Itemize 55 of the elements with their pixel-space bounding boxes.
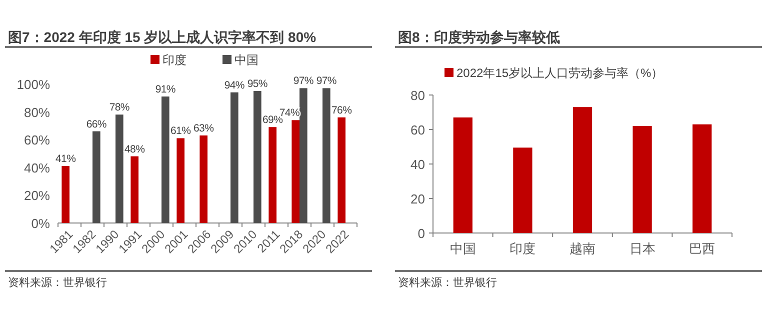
data-label: 78% [109, 102, 130, 114]
data-label: 48% [124, 143, 145, 156]
y-tick-label: 40 [410, 157, 425, 172]
y-tick-label: 20 [410, 192, 425, 206]
data-label: 91% [155, 84, 176, 96]
bar [162, 96, 170, 223]
data-label: 61% [170, 125, 191, 138]
data-label: 41% [56, 153, 76, 166]
text: 资料来源：世界银行 [8, 276, 107, 289]
bar [453, 117, 472, 233]
bar [92, 131, 100, 223]
data-label: 66% [86, 118, 106, 130]
x-tick-label: 日本 [629, 241, 656, 256]
x-tick-label: 印度 [510, 241, 536, 256]
y-tick-label: 100% [16, 77, 50, 92]
bar [268, 127, 276, 223]
bar [513, 148, 532, 233]
legend-label: 中国 [234, 53, 258, 67]
text: 资料来源：世界银行 [398, 276, 497, 289]
bar [572, 107, 592, 233]
y-tick-label: 40% [24, 160, 50, 176]
y-tick-label: 60 [410, 122, 425, 138]
legend-label: 2022年15岁以上人口劳动参与率（%） [456, 66, 664, 80]
bar [322, 88, 330, 223]
x-tick-label: 越南 [570, 241, 596, 256]
bar [116, 114, 124, 223]
bar [200, 135, 208, 223]
legend-label: 印度 [162, 53, 186, 67]
data-label: 94% [224, 79, 244, 92]
bar [230, 92, 238, 223]
chart-title: 图7：2022 年印度 15 岁以上成人识字率不到 80% [8, 29, 317, 45]
y-tick-label: 80 [410, 88, 425, 103]
bar [176, 138, 184, 223]
bar [338, 117, 346, 223]
bar [292, 120, 300, 223]
data-label: 95% [247, 78, 268, 90]
x-tick-label: 巴西 [689, 241, 716, 256]
bar [632, 126, 652, 233]
y-tick-label: 0 [418, 226, 425, 241]
bar [692, 124, 712, 233]
bar [130, 156, 138, 223]
bar [300, 88, 308, 223]
data-label: 63% [194, 122, 214, 134]
x-tick-label: 中国 [450, 241, 476, 256]
data-label: 97% [293, 75, 314, 88]
bar [62, 166, 70, 223]
data-label: 97% [316, 75, 336, 88]
y-tick-label: 60% [24, 132, 50, 148]
data-label: 69% [262, 114, 283, 126]
y-tick-label: 20% [24, 188, 50, 204]
y-tick-label: 80% [24, 104, 50, 120]
chart-title: 图8：印度劳动参与率较低 [398, 29, 560, 45]
data-label: 76% [332, 104, 352, 116]
bar [254, 90, 262, 223]
y-tick-label: 0% [31, 216, 50, 231]
